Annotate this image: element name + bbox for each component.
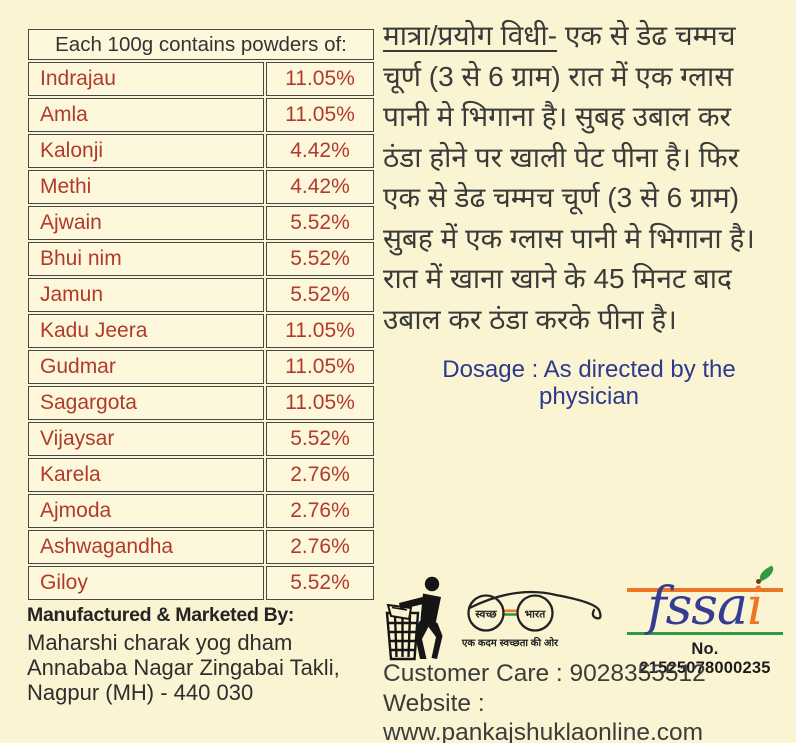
ingredient-name: Methi (28, 170, 264, 204)
ingredient-name: Amla (28, 98, 264, 132)
left-lens-text: स्वच्छ (474, 609, 497, 621)
ingredient-percent: 11.05% (266, 62, 374, 96)
contact-block: Customer Care : 9028355512 Website : www… (383, 659, 796, 743)
table-row: Ajwain 5.52% (28, 206, 374, 240)
table-row: Jamun 5.52% (28, 278, 374, 312)
website-line: Website : www.pankajshuklaonline.com (383, 689, 704, 743)
ingredient-name: Ashwagandha (28, 530, 264, 564)
ingredients-table: Each 100g contains powders of: Indrajau 1… (26, 27, 376, 602)
table-row: Ajmoda 2.76% (28, 494, 374, 528)
swachh-tagline: एक कदम स्वच्छता की ओर (461, 636, 559, 649)
ingredient-percent: 5.52% (266, 566, 374, 600)
fssai-top-bar (627, 588, 783, 592)
trash-disposal-icon (385, 576, 443, 661)
table-row: Karela 2.76% (28, 458, 374, 492)
ingredient-name: Sagargota (28, 386, 264, 420)
fssai-bottom-bar (627, 632, 783, 635)
table-row: Indrajau 11.05% (28, 62, 374, 96)
usage-line1-rest: एक से डेढ चम्मच (557, 20, 736, 51)
ingredient-name: Ajwain (28, 206, 264, 240)
table-header: Each 100g contains powders of: (28, 29, 374, 60)
ingredient-percent: 11.05% (266, 98, 374, 132)
ingredient-percent: 5.52% (266, 206, 374, 240)
ingredient-percent: 2.76% (266, 530, 374, 564)
fssai-logo: fssai No. 21525078000235 (627, 565, 783, 678)
ingredient-name: Kadu Jeera (28, 314, 264, 348)
manufacturer-block: Manufactured & Marketed By: Maharshi cha… (27, 604, 377, 705)
ingredient-percent: 5.52% (266, 278, 374, 312)
swachh-bharat-logo: स्वच्छ भारत एक कदम स्वच्छता की ओर (461, 590, 602, 649)
manufacturer-address: Maharshi charak yog dham Annababa Nagar … (27, 630, 340, 705)
usage-instructions: मात्रा/प्रयोग विधी- एक से डेढ चम्मच चूर्… (383, 16, 795, 340)
ingredient-name: Karela (28, 458, 264, 492)
ingredient-percent: 2.76% (266, 494, 374, 528)
leaf-stem-dot (756, 579, 761, 584)
ingredient-percent: 4.42% (266, 134, 374, 168)
ingredient-percent: 11.05% (266, 386, 374, 420)
table-row: Amla 11.05% (28, 98, 374, 132)
fssai-text-orange: i (746, 577, 764, 637)
ingredient-name: Indrajau (28, 62, 264, 96)
table-row: Kalonji 4.42% (28, 134, 374, 168)
usage-heading: मात्रा/प्रयोग विधी- (383, 20, 558, 51)
ingredient-percent: 11.05% (266, 314, 374, 348)
ingredient-percent: 2.76% (266, 458, 374, 492)
table-row: Giloy 5.52% (28, 566, 374, 600)
ingredient-name: Kalonji (28, 134, 264, 168)
ingredient-name: Ajmoda (28, 494, 264, 528)
fssai-text-blue: fssa (647, 577, 748, 637)
ingredient-percent: 11.05% (266, 350, 374, 384)
ingredient-name: Jamun (28, 278, 264, 312)
manufacturer-label: Manufactured & Marketed By: (27, 604, 295, 626)
fssai-license-number: No. 21525078000235 (639, 640, 771, 677)
fssai-wordmark: fssai (627, 565, 783, 638)
table-row: Methi 4.42% (28, 170, 374, 204)
right-lens-text: भारत (525, 609, 546, 621)
table-row: Kadu Jeera 11.05% (28, 314, 374, 348)
ingredient-name: Gudmar (28, 350, 264, 384)
table-row: Ashwagandha 2.76% (28, 530, 374, 564)
ingredient-percent: 5.52% (266, 422, 374, 456)
table-row: Gudmar 11.05% (28, 350, 374, 384)
ingredient-name: Vijaysar (28, 422, 264, 456)
customer-care-line: Customer Care : 9028355512 (383, 660, 706, 687)
usage-body: चूर्ण (3 से 6 ग्राम) रात में एक ग्लास पा… (383, 60, 755, 335)
dosage-note: Dosage : As directed by the physician (442, 356, 736, 410)
table-row: Sagargota 11.05% (28, 386, 374, 420)
glasses-icon (467, 590, 602, 632)
table-row: Bhui nim 5.52% (28, 242, 374, 276)
ingredient-name: Giloy (28, 566, 264, 600)
ingredient-percent: 4.42% (266, 170, 374, 204)
ingredient-name: Bhui nim (28, 242, 264, 276)
ingredient-percent: 5.52% (266, 242, 374, 276)
table-row: Vijaysar 5.52% (28, 422, 374, 456)
